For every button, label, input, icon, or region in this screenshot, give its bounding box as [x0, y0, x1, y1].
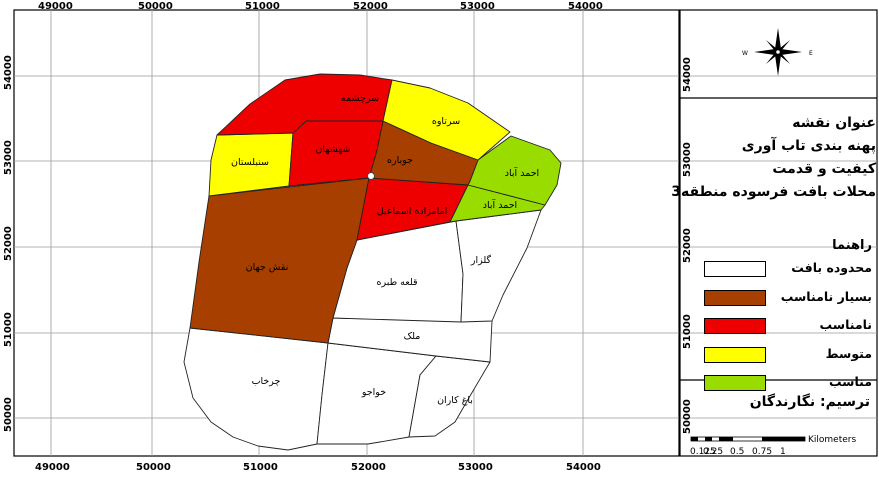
legend-label: نامناسب	[819, 317, 872, 332]
x-tick-label: 52000	[353, 1, 388, 12]
legend-swatch	[704, 261, 766, 277]
label-sarcheshmeh: سرچشمه	[341, 93, 379, 104]
map-title-line: محلات بافت فرسوده منطقه3	[671, 184, 876, 200]
scale-label: 0.25	[703, 447, 723, 457]
polygon-sartaveh[interactable]	[382, 79, 511, 161]
x-tick-label: 54000	[566, 462, 601, 473]
y-tick-label-right: 52000	[682, 228, 693, 263]
legend-label: متوسط	[825, 346, 872, 361]
y-tick-label: 54000	[3, 55, 14, 90]
label-emamzadeh: امامزاده اسماعیل	[377, 206, 448, 217]
label-sonbolestan: سنبلستان	[231, 157, 269, 168]
polygon-bagh-karan[interactable]	[408, 355, 491, 438]
label-bagh-karan: باغ کاران	[437, 395, 473, 406]
y-tick-label: 50000	[3, 397, 14, 432]
label-naghsh-jahan: نقش جهان	[246, 262, 289, 273]
map-title: عنوان نقشه پهنه بندی تاب آوری کیفیت و قد…	[671, 112, 876, 204]
compass-east-label: E	[809, 50, 813, 57]
legend-item: بسیار نامناسب	[704, 288, 874, 308]
x-tick-label: 54000	[568, 1, 603, 12]
label-charkhab: چرخاب	[252, 376, 281, 387]
label-khajoo: خواجو	[361, 387, 386, 398]
x-tick-labels-top: 49000 50000 51000 52000 53000 54000	[38, 1, 603, 12]
x-tick-label: 52000	[351, 462, 386, 473]
legend-swatch	[704, 318, 766, 334]
polygon-ahmadabad-1[interactable]	[467, 135, 562, 206]
scale-unit: Kilometers	[808, 435, 856, 445]
polygon-golzar[interactable]	[455, 209, 542, 323]
label-jubareh: جوباره	[387, 155, 413, 166]
map-title-line: عنوان نقشه	[792, 115, 876, 131]
credit-text: ترسیم: نگارندگان	[749, 394, 870, 410]
legend-title: راهنما	[832, 238, 872, 253]
neighborhood-labels: سرچشمه سرتاوه سنبلستان شهشهان جوباره احم…	[231, 93, 539, 406]
x-tick-labels-bottom: 49000 50000 51000 52000 53000 54000	[35, 462, 601, 473]
label-ghaleh-tabareh: قلعه طبره	[376, 277, 417, 288]
x-tick-label: 53000	[460, 1, 495, 12]
label-ahmadabad-2: احمد آباد	[483, 198, 517, 211]
scale-label: 1	[780, 447, 786, 457]
y-tick-label-right: 50000	[682, 399, 693, 434]
neighborhoods	[183, 73, 562, 451]
y-tick-labels-left: 54000 53000 52000 51000 50000	[3, 55, 14, 432]
legend-item: متوسط	[704, 345, 874, 365]
y-tick-label-right: 51000	[682, 314, 693, 349]
x-tick-label: 50000	[138, 1, 173, 12]
scale-bar: Kilometers 0.125 0.25 0.5 0.75 1	[690, 435, 856, 457]
label-sartaveh: سرتاوه	[432, 116, 460, 127]
y-tick-label: 53000	[3, 140, 14, 175]
road-junction-marker	[367, 172, 375, 180]
x-tick-label: 49000	[35, 462, 70, 473]
label-golzar: گلزار	[470, 254, 492, 266]
x-tick-label: 51000	[243, 462, 278, 473]
scale-label: 0.75	[752, 447, 772, 457]
label-shahshahan: شهشهان	[315, 144, 350, 155]
map-title-line: پهنه بندی تاب آوری	[741, 138, 876, 154]
map-title-line: کیفیت و قدمت	[772, 161, 876, 177]
side-panel: 54000 53000 52000 51000 50000	[679, 9, 878, 457]
label-malek: ملک	[404, 331, 421, 342]
legend-label: محدوده بافت	[791, 260, 872, 275]
legend-swatch	[704, 290, 766, 306]
x-tick-label: 51000	[245, 1, 280, 12]
x-tick-label: 49000	[38, 1, 73, 12]
x-tick-label: 53000	[458, 462, 493, 473]
y-tick-label: 52000	[3, 226, 14, 261]
legend-label: بسیار نامناسب	[780, 289, 872, 304]
polygon-sarcheshmeh[interactable]	[216, 73, 393, 136]
y-tick-label: 51000	[3, 312, 14, 347]
legend-label: مناسب	[828, 374, 872, 389]
legend-item: محدوده بافت	[704, 259, 874, 279]
y-tick-label-right: 54000	[682, 57, 693, 92]
x-tick-label: 50000	[136, 462, 171, 473]
label-ahmadabad-1: احمد آباد	[505, 166, 539, 179]
scale-label: 0.5	[730, 447, 744, 457]
legend-swatch	[704, 375, 766, 391]
compass-rose-icon: W E	[742, 28, 813, 76]
scale-label: 0.125	[690, 447, 716, 457]
compass-west-label: W	[742, 50, 748, 57]
legend-item: مناسب	[704, 373, 874, 393]
legend-swatch	[704, 347, 766, 363]
y-tick-label-right: 53000	[682, 142, 693, 177]
legend-item: نامناسب	[704, 316, 874, 336]
